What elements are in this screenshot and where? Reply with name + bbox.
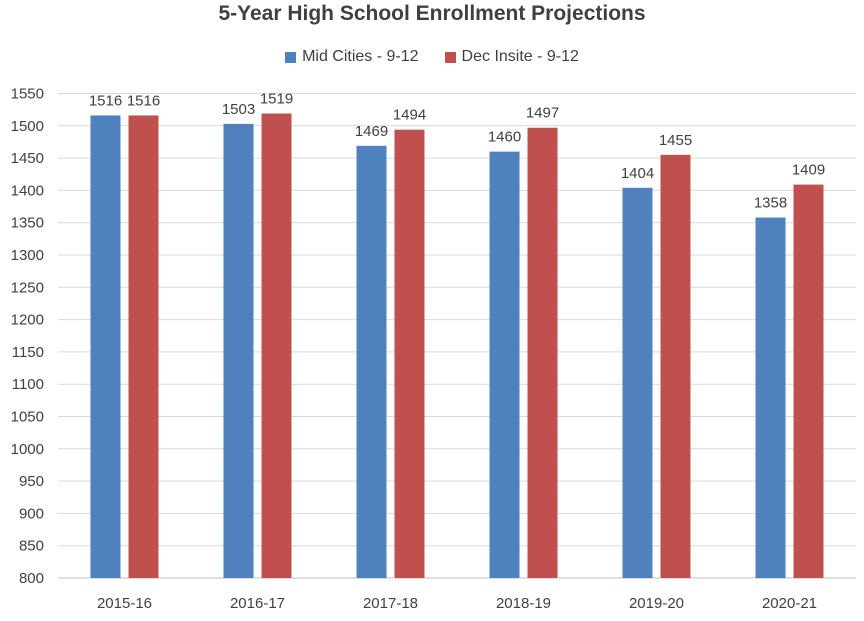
y-tick-label: 1250 bbox=[11, 279, 44, 296]
data-label: 1460 bbox=[488, 129, 521, 146]
y-tick-label: 1500 bbox=[11, 118, 44, 135]
data-label: 1497 bbox=[526, 105, 559, 122]
y-tick-label: 1150 bbox=[12, 344, 44, 361]
data-label: 1516 bbox=[127, 92, 160, 109]
data-label: 1494 bbox=[393, 107, 426, 124]
bar bbox=[793, 184, 824, 578]
bar bbox=[489, 151, 520, 578]
x-tick-label: 2018-19 bbox=[496, 595, 551, 612]
data-label: 1519 bbox=[260, 91, 293, 108]
legend-label-mid-cities: Mid Cities - 9-12 bbox=[302, 48, 419, 65]
data-label: 1469 bbox=[355, 123, 388, 140]
legend-item-dec-insite: Dec Insite - 9-12 bbox=[444, 48, 579, 66]
bar bbox=[660, 154, 691, 578]
bar bbox=[755, 217, 786, 579]
y-tick-label: 1050 bbox=[11, 409, 44, 426]
bar bbox=[223, 123, 254, 578]
x-tick-label: 2015-16 bbox=[97, 595, 152, 612]
y-tick-label: 1400 bbox=[11, 182, 44, 199]
bar bbox=[527, 127, 558, 578]
bar bbox=[128, 115, 159, 579]
y-tick-label: 900 bbox=[19, 505, 44, 522]
x-tick-label: 2020-21 bbox=[762, 595, 817, 612]
data-label: 1455 bbox=[659, 132, 692, 149]
y-tick-label: 800 bbox=[19, 570, 44, 587]
x-tick-label: 2017-18 bbox=[363, 595, 418, 612]
y-tick-label: 1100 bbox=[12, 376, 44, 393]
y-tick-label: 1000 bbox=[11, 441, 44, 458]
y-tick-label: 950 bbox=[19, 473, 44, 490]
y-tick-label: 1450 bbox=[11, 150, 44, 167]
data-label: 1516 bbox=[89, 92, 122, 109]
x-tick-label: 2019-20 bbox=[629, 595, 684, 612]
x-tick-label: 2016-17 bbox=[230, 595, 285, 612]
bar bbox=[394, 129, 425, 578]
y-tick-label: 1200 bbox=[11, 312, 44, 329]
y-tick-label: 850 bbox=[19, 538, 44, 555]
data-label: 1503 bbox=[222, 101, 255, 118]
bar bbox=[261, 113, 292, 578]
legend-label-dec-insite: Dec Insite - 9-12 bbox=[461, 48, 579, 65]
data-label: 1358 bbox=[754, 195, 787, 212]
legend: Mid Cities - 9-12 Dec Insite - 9-12 bbox=[0, 48, 864, 66]
y-tick-label: 1350 bbox=[11, 215, 44, 232]
legend-item-mid-cities: Mid Cities - 9-12 bbox=[285, 48, 419, 66]
legend-swatch-dec-insite bbox=[444, 51, 456, 63]
legend-swatch-mid-cities bbox=[285, 51, 297, 63]
y-tick-label: 1300 bbox=[11, 247, 44, 264]
y-tick-label: 1550 bbox=[11, 86, 44, 103]
bar bbox=[622, 187, 653, 579]
data-label: 1404 bbox=[621, 165, 654, 182]
data-label: 1409 bbox=[792, 162, 825, 179]
chart-title: 5-Year High School Enrollment Projection… bbox=[218, 2, 646, 25]
bar bbox=[90, 115, 121, 579]
bar bbox=[356, 145, 387, 579]
